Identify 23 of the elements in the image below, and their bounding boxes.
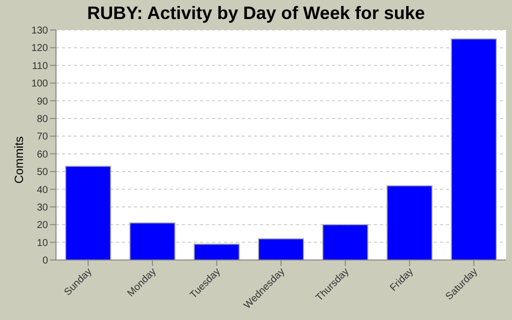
y-tick-label: 70	[36, 132, 48, 143]
y-axis-title: Commits	[12, 135, 26, 185]
bar	[386, 185, 433, 260]
chart-title: RUBY: Activity by Day of Week for suke	[86, 3, 426, 24]
y-tick-label: 100	[31, 78, 48, 90]
bar	[322, 224, 368, 260]
bar	[129, 222, 176, 260]
y-tick-label: 80	[36, 114, 48, 126]
y-tick-label: 40	[36, 184, 48, 196]
y-tick-label: 120	[31, 43, 48, 54]
y-tick-label: 110	[32, 60, 48, 72]
y-tick-label: 90	[36, 96, 48, 108]
bar	[258, 238, 304, 260]
bar	[194, 244, 240, 260]
y-tick-label: 130	[31, 26, 48, 37]
y-tick-label: 30	[36, 202, 48, 214]
y-tick-label: 60	[36, 149, 48, 160]
bar	[450, 38, 497, 260]
y-tick-label: 0	[42, 256, 48, 267]
y-tick-label: 50	[36, 167, 48, 178]
y-tick-label: 10	[36, 238, 48, 249]
bar	[65, 166, 112, 260]
y-tick-label: 20	[36, 220, 48, 232]
